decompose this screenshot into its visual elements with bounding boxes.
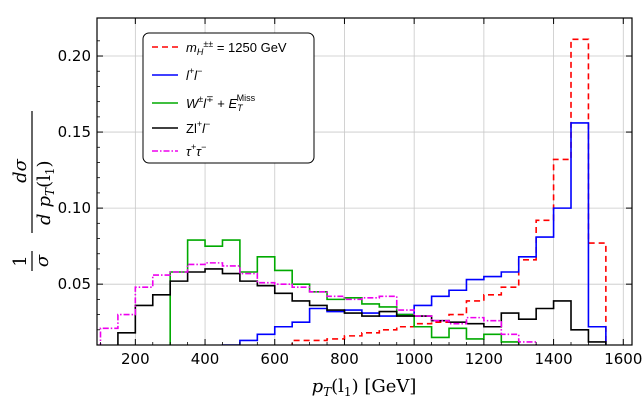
svg-text:τ+τ−: τ+τ−	[186, 142, 206, 159]
x-tick-label: 1000	[395, 350, 433, 368]
plot-frame	[96, 17, 633, 346]
y-axis-title: 1 σ dσ dpT(l1)	[10, 111, 57, 271]
svg-text:W±l∓ + ETMiss: W±l∓ + ETMiss	[186, 93, 256, 113]
legend-entry-w-lepton: W±l∓ + ETMiss	[152, 93, 256, 113]
svg-text:mH±± = 1250 GeV: mH±± = 1250 GeV	[186, 39, 287, 57]
svg-text:l+l−: l+l−	[186, 66, 202, 83]
legend-entry-ditau: τ+τ−	[152, 142, 206, 159]
series-0	[291, 38, 607, 345]
x-tick-label: 400	[191, 350, 220, 368]
y-tick-label: 0.05	[58, 275, 91, 293]
legend: mH±± = 1250 GeV l+l− W±l∓ + ETMiss Zl+l−…	[142, 32, 315, 164]
x-tick-label: 800	[330, 350, 359, 368]
series-3	[117, 268, 607, 345]
x-tick-label: 1200	[465, 350, 503, 368]
legend-box	[142, 32, 315, 164]
series-layer	[99, 38, 607, 345]
x-tick-label: 600	[260, 350, 289, 368]
svg-text:Zl+l−: Zl+l−	[186, 119, 210, 136]
x-axis-title: pT(l1) [GeV]	[312, 376, 417, 399]
legend-entry-z-dilepton: Zl+l−	[152, 119, 210, 136]
x-tick-label: 1400	[534, 350, 572, 368]
series-line-3	[117, 268, 607, 345]
y-title-dsigma: dσ	[10, 158, 31, 183]
y-title-denominator: dpT(l1)	[34, 160, 57, 225]
x-tick-label: 1600	[604, 350, 642, 368]
legend-entry-higgs: mH±± = 1250 GeV	[152, 39, 287, 57]
x-tick-label: 200	[121, 350, 150, 368]
y-title-one: 1	[10, 255, 31, 266]
ticks: 200 400 600 800 1000 1200 1400 1600 0.05 0.10 0.15…	[58, 18, 642, 368]
legend-entry-dilepton: l+l−	[152, 66, 202, 83]
series-line-0	[291, 38, 607, 345]
y-tick-label: 0.15	[58, 123, 91, 141]
y-tick-label: 0.20	[58, 47, 91, 65]
y-title-sigma: σ	[32, 254, 53, 267]
y-tick-label: 0.10	[58, 199, 91, 217]
series-line-4	[99, 262, 537, 345]
series-4	[99, 262, 537, 345]
